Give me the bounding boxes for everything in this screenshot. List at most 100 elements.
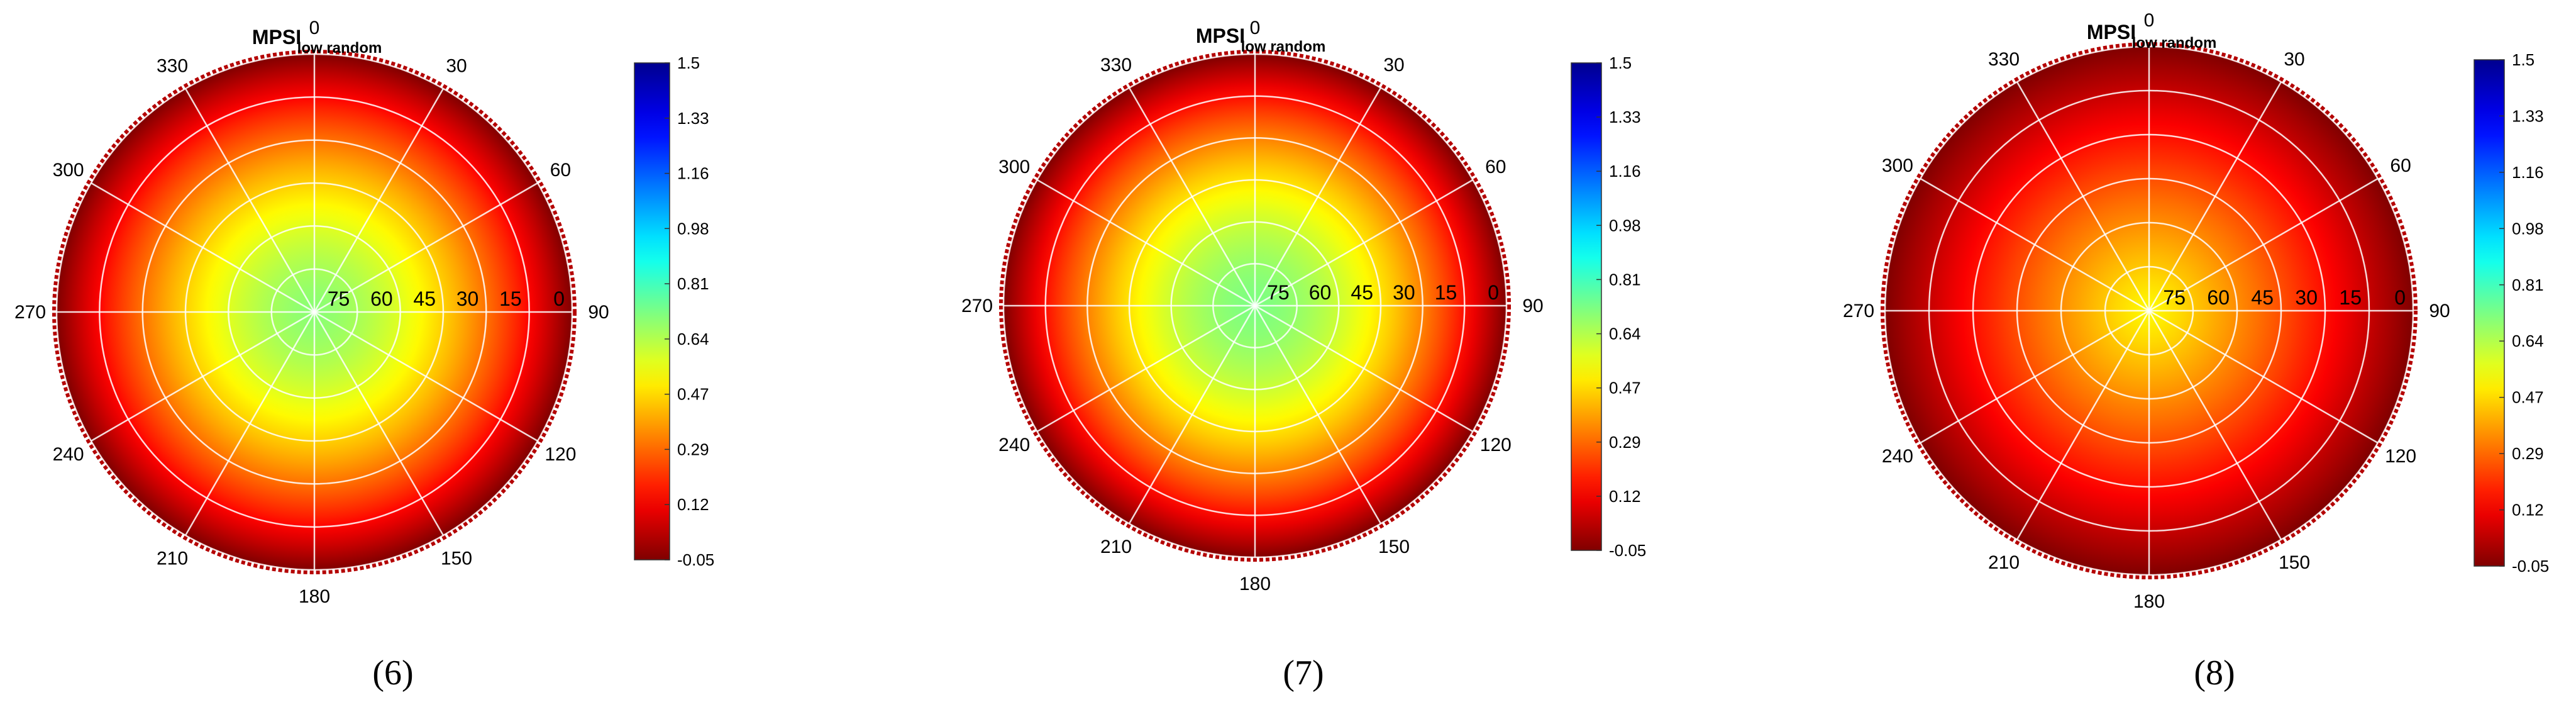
radial-tick-label: 15 [2339, 286, 2362, 309]
polar-grid-spoke [313, 88, 445, 313]
colorbar-tick-label: 1.33 [1609, 108, 1641, 126]
polar-grid-spoke [91, 311, 315, 442]
polar-grid-spoke [1128, 87, 1256, 306]
radial-tick-label: 0 [1488, 281, 1499, 304]
polar-grid-spoke [2148, 310, 2282, 540]
colorbar-tick-label: -0.05 [1609, 541, 1646, 560]
angular-tick-label: 300 [1882, 155, 1913, 176]
angular-tick-label: 120 [1480, 435, 1512, 455]
colorbar-tick-label: 1.16 [2512, 163, 2544, 182]
colorbar-tick-label: 0.29 [2512, 444, 2544, 463]
chart-title-subscript: low random [1241, 38, 1326, 55]
colorbar-tick-label: 0.64 [2512, 331, 2544, 350]
polar-outer-edge [1881, 42, 2418, 579]
polar-grid-spoke [2148, 177, 2379, 312]
radial-tick-label: 30 [456, 287, 479, 310]
colorbar-tick-label: 0.81 [2512, 276, 2544, 294]
colorbar-tick-label: 1.5 [2512, 50, 2535, 69]
angular-tick-label: 240 [53, 444, 84, 465]
colorbar-bar [1571, 62, 1602, 551]
angular-tick-label: 270 [961, 296, 993, 316]
radial-tick-label: 15 [1435, 281, 1457, 304]
polar-grid-spoke [313, 311, 445, 536]
colorbar-tick-label: 1.16 [677, 164, 709, 183]
colorbar-tick-label: 1.16 [1609, 162, 1641, 181]
angular-tick-label: 30 [1383, 55, 1404, 75]
polar-grid-spoke [2016, 310, 2150, 540]
angular-tick-label: 120 [2385, 446, 2416, 467]
angular-tick-label: 180 [1239, 574, 1271, 594]
colorbar-tick-label: 0.29 [1609, 433, 1641, 452]
radial-tick-label: 15 [499, 287, 522, 310]
angular-tick-label: 240 [1882, 446, 1913, 467]
polar-grid-spoke [2148, 81, 2282, 311]
polar-grid-spoke [1128, 305, 1256, 525]
colorbar-tick-label: 0.12 [677, 495, 709, 514]
angular-tick-label: 90 [2429, 301, 2450, 321]
colorbar-tick-label: 0.81 [677, 274, 709, 293]
colorbar-tick-label: 1.33 [2512, 106, 2544, 125]
chart-title: MPSI [2087, 21, 2136, 43]
angular-tick-label: 60 [550, 160, 571, 181]
polar-grid-spoke [1254, 304, 1474, 433]
panel-caption: (7) [1283, 654, 1324, 693]
angular-tick-label: 300 [53, 160, 84, 181]
colorbar-tick-label: 0.12 [2512, 501, 2544, 520]
colorbar-tick-label: -0.05 [2512, 557, 2549, 576]
colorbar-tick-label: 0.98 [1609, 216, 1641, 235]
radial-tick-label: 0 [2394, 286, 2406, 309]
colorbar: 1.5 1.33 1.16 0.98 0.81 0.64 0.47 0.29 0.12 -0.05 [2474, 50, 2549, 576]
polar-grid-spoke [2148, 309, 2379, 444]
colorbar-tick-label: 1.33 [677, 109, 709, 128]
panel-caption: (6) [372, 654, 413, 693]
colorbar: 1.5 1.33 1.16 0.98 0.81 0.64 0.47 0.29 0.12 -0.05 [1571, 53, 1646, 560]
radial-tick-label: 75 [1267, 281, 1290, 304]
polar-grid-spoke [1920, 309, 2150, 444]
colorbar-tick-label: 1.5 [1609, 53, 1632, 72]
colorbar: 1.5 1.33 1.16 0.98 0.81 0.64 0.47 0.29 0.12 -0.05 [634, 53, 714, 569]
angular-tick-label: 210 [1988, 552, 2020, 573]
angular-tick-label: 0 [309, 18, 320, 38]
angular-tick-label: 150 [2279, 552, 2310, 573]
angular-tick-label: 270 [1843, 301, 1874, 321]
polar-grid-spoke [314, 311, 538, 442]
colorbar-tick-label: 0.81 [1609, 270, 1641, 289]
angular-tick-label: 150 [441, 548, 472, 569]
chart-title: MPSI [252, 26, 301, 48]
polar-outer-edge [999, 50, 1511, 562]
colorbar-tick-label: 0.64 [677, 330, 709, 348]
angular-tick-label: 0 [2144, 10, 2155, 31]
radial-tick-label: 45 [413, 287, 436, 310]
angular-tick-label: 300 [998, 157, 1030, 177]
polar-grid-spoke [314, 182, 538, 313]
polar-grid-spoke [2016, 81, 2150, 311]
angular-tick-label: 270 [14, 302, 46, 323]
polar-grid-spoke [91, 182, 315, 313]
polar-grid-spoke [1254, 179, 1474, 307]
angular-tick-label: 330 [1100, 55, 1132, 75]
colorbar-tick-label: 1.5 [677, 53, 700, 72]
angular-tick-label: 60 [1485, 157, 1506, 177]
angular-tick-label: 30 [2284, 49, 2304, 70]
angular-tick-label: 330 [1988, 49, 2020, 70]
angular-tick-label: 210 [1100, 537, 1132, 557]
polar-outer-edge [52, 50, 577, 574]
radial-tick-label: 60 [2207, 286, 2230, 309]
chart-title: MPSI [1196, 25, 1245, 47]
polar-grid-spoke [1254, 87, 1382, 306]
colorbar-tick-label: 0.64 [1609, 325, 1641, 343]
radial-tick-label: 60 [370, 287, 393, 310]
polar-grid-spoke [1036, 304, 1256, 433]
colorbar-tick-label: 0.98 [677, 219, 709, 238]
polar-grid-spoke [1036, 179, 1256, 307]
polar-grid-spoke [184, 88, 316, 313]
angular-tick-label: 90 [1522, 296, 1543, 316]
polar-grid-spoke [184, 311, 316, 536]
chart-title-subscript: low random [297, 40, 382, 57]
colorbar-tick-label: 0.98 [2512, 219, 2544, 238]
radial-tick-label: 45 [1351, 281, 1373, 304]
radial-tick-label: 30 [2295, 286, 2318, 309]
